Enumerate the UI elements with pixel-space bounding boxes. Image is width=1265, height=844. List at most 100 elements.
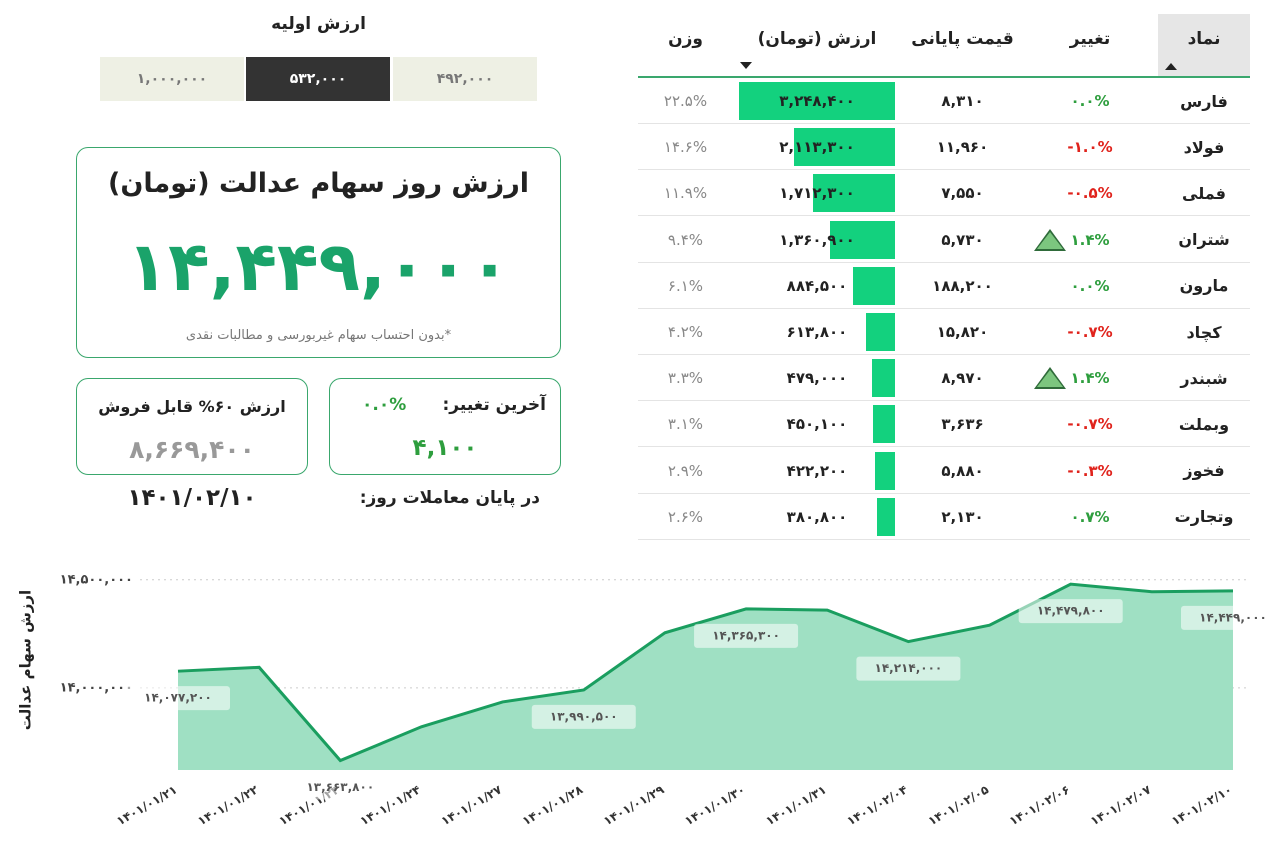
symbol: مارون [1179,276,1229,296]
value-bar [739,82,895,120]
close-date: ۱۴۰۱/۰۲/۱۰ [127,485,257,511]
value: ۶۱۳,۸۰۰ [786,323,848,341]
value-label-box [531,704,636,729]
price: ۵,۷۳۰ [941,230,984,249]
value: ۲,۱۱۳,۳۰۰ [779,138,855,157]
x-tick-label: ۱۴۰۱/۰۱/۲۱ [114,782,179,828]
row-divider [638,446,1250,448]
row-divider [638,307,1250,309]
value-label-box [1181,605,1265,630]
weight: ۹.۴% [667,230,704,249]
symbol: وبملت [1178,414,1230,434]
x-tick-label: ۱۴۰۱/۰۲/۰۶ [1007,782,1072,828]
close-date-label: در پایان معاملات روز: [359,488,540,508]
x-tick-label: ۱۴۰۱/۰۲/۰۵ [926,782,991,828]
value-label: ۱۴,۴۷۹,۸۰۰ [1037,604,1105,618]
value: ۳۸۰,۸۰۰ [786,507,848,526]
value-label-box [126,686,230,711]
summary-value: ۱۴,۴۴۹,۰۰۰ [126,228,511,307]
x-tick-label: ۱۴۰۱/۰۲/۰۴ [845,782,910,828]
value-label-box [288,775,393,800]
sort-indicator [1165,63,1177,70]
last-change-percent: ۰.۰% [362,395,407,415]
value-bar [852,266,895,305]
summary-title: ارزش روز سهام عدالت (تومان) [107,168,530,199]
value-bar [873,405,895,444]
row-divider [638,400,1250,402]
change: -۰.۷% [1067,415,1113,434]
column-header[interactable]: تغییر [1069,29,1111,49]
value-label-box [1018,599,1123,624]
x-tick-label: ۱۴۰۱/۰۱/۳۱ [763,782,828,828]
weight: ۱۱.۹% [663,184,708,203]
row-divider [638,123,1250,124]
selector-title: ارزش اولیه [271,14,366,34]
symbol: فولاد [1183,137,1225,157]
symbol: فارس [1180,91,1228,111]
value-option[interactable]: ۱,۰۰۰,۰۰۰ [100,57,244,101]
column-header[interactable]: وزن [668,29,703,49]
symbol: فملی [1182,183,1226,203]
value-label: ۱۳,۹۹۰,۵۰۰ [550,709,618,723]
row-divider [638,354,1250,355]
sellable-label: ارزش ۶۰% قابل فروش [98,397,286,416]
up-arrow-fill [1037,231,1063,249]
change: -۰.۷% [1067,323,1113,341]
value: ۴۷۹,۰۰۰ [786,369,848,388]
change: ۰.۰% [1070,276,1110,295]
value-bar [876,497,895,536]
row-divider [638,169,1250,171]
weight: ۳.۳% [667,369,704,388]
change: ۱.۴% [1070,369,1110,388]
symbol: کچاد [1186,322,1222,342]
value: ۴۲۲,۲۰۰ [786,461,848,480]
price: ۱۸۸,۲۰۰ [932,276,993,295]
x-tick-label: ۱۴۰۱/۰۱/۳۰ [682,782,747,828]
symbol: وتجارت [1174,507,1234,527]
weight: ۶.۱% [667,276,704,295]
value-label: ۱۴,۴۴۹,۰۰۰ [1199,610,1265,624]
price: ۱۵,۸۲۰ [936,323,989,341]
sellable-card: ارزش ۶۰% قابل فروش ۸,۶۶۹,۴۰۰ [76,378,308,475]
value-bar [812,174,895,213]
x-tick-label: ۱۴۰۱/۰۱/۲۷ [439,782,505,828]
change: ۱.۴% [1070,230,1110,249]
summary-note: *بدون احتساب سهام غیربورسی و مطالبات نقد… [185,328,452,343]
price: ۳,۶۳۶ [941,415,984,434]
y-axis-title: ارزش سهام عدالت [17,590,35,730]
value-label: ۱۴,۰۷۷,۲۰۰ [144,691,212,705]
value-bar [874,451,895,490]
price: ۲,۱۳۰ [941,507,984,526]
value: ۳,۲۴۸,۴۰۰ [779,92,855,110]
sort-indicator [740,62,752,69]
value-bar [871,359,895,398]
column-header[interactable]: ارزش (تومان) [757,29,877,49]
change: -۰.۵% [1067,184,1113,203]
weight: ۲۲.۵% [663,92,708,110]
value-option[interactable]: ۵۳۲,۰۰۰ [246,57,390,101]
y-tick-label: ۱۴,۰۰۰,۰۰۰ [60,680,133,695]
row-divider [638,492,1250,494]
weight: ۴.۲% [667,323,704,341]
price: ۸,۳۱۰ [941,92,984,110]
summary-card: ارزش روز سهام عدالت (تومان) ۱۴,۴۴۹,۰۰۰ *… [76,147,561,358]
value-bar [793,128,895,167]
line [177,582,1234,763]
value: ۸۸۴,۵۰۰ [786,276,848,295]
x-tick-label: ۱۴۰۱/۰۱/۲۸ [520,782,586,828]
column-header[interactable]: قیمت پایانی [911,29,1014,49]
change: ۰.۰% [1070,92,1110,110]
value: ۴۵۰,۱۰۰ [786,415,848,434]
x-tick-label: ۱۴۰۱/۰۲/۱۰ [1169,782,1234,828]
row-divider [638,538,1250,540]
last-change-value: ۴,۱۰۰ [412,435,478,461]
x-tick-label: ۱۴۰۱/۰۲/۰۷ [1088,782,1154,828]
price: ۷,۵۵۰ [941,184,984,203]
value: ۱,۳۶۰,۹۰۰ [779,230,855,249]
column-header[interactable]: نماد [1187,29,1221,49]
value-label-box [856,656,961,681]
value-option[interactable]: ۴۹۲,۰۰۰ [393,57,537,101]
value-bar [829,220,895,259]
symbol: شبندر [1180,368,1228,388]
